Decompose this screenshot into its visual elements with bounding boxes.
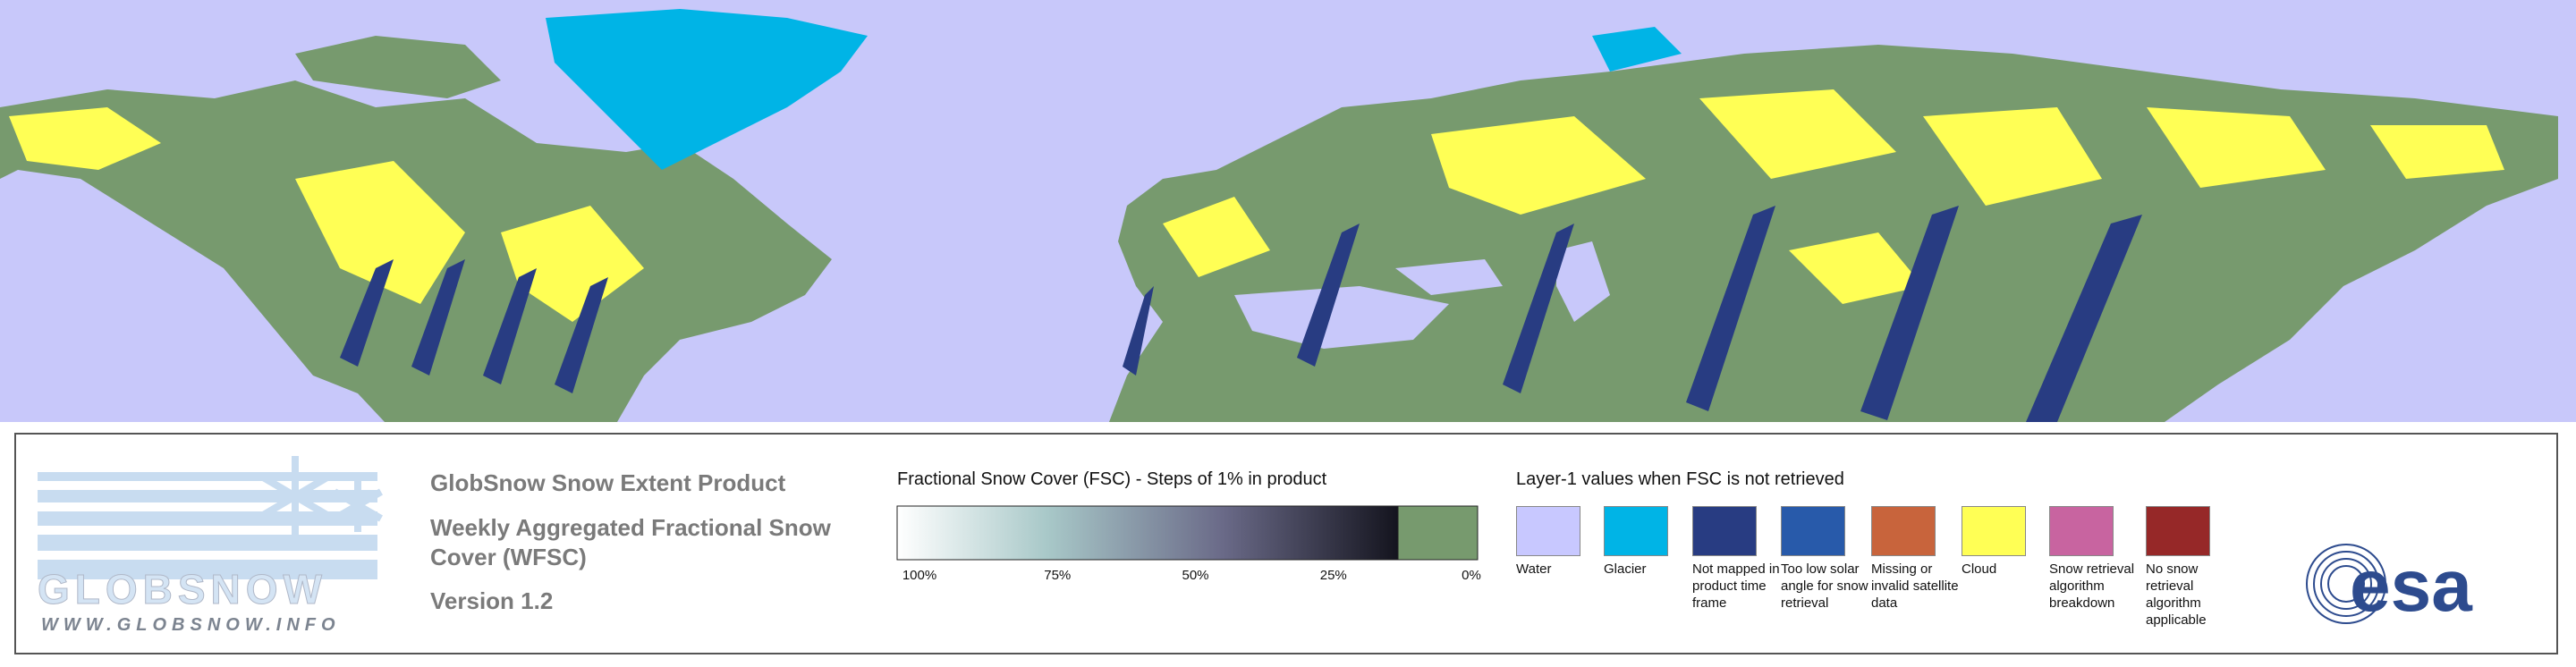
- esa-logo: esa: [2306, 544, 2473, 626]
- legend-label: Water: [1516, 561, 1552, 577]
- legend-swatch: [1871, 506, 1936, 556]
- fsc-tick-label: 50%: [1182, 568, 1209, 583]
- product-title: GlobSnow Snow Extent Product: [430, 469, 786, 496]
- logo-name: GLOBSNOW: [38, 566, 327, 612]
- fsc-legend-title: Fractional Snow Cover (FSC) - Steps of 1…: [897, 469, 1327, 489]
- legend-swatch: [1692, 506, 1757, 556]
- product-subtitle: Weekly Aggregated Fractional Snow Cover …: [430, 514, 831, 570]
- snowflake: [258, 456, 383, 536]
- fsc-tick-label: 75%: [1044, 568, 1072, 583]
- legend-label: Not mapped in product time frame: [1692, 561, 1780, 611]
- esa-text: esa: [2350, 545, 2473, 626]
- legend-label: Glacier: [1604, 561, 1647, 577]
- product-version: Version 1.2: [430, 587, 554, 614]
- globsnow-logo: GLOBSNOW WWW.GLOBSNOW.INFO: [38, 456, 383, 635]
- sea: [1556, 241, 1610, 322]
- logo-url: WWW.GLOBSNOW.INFO: [41, 615, 341, 635]
- legend-swatch: [2049, 506, 2114, 556]
- fsc-tick-label: 25%: [1319, 568, 1347, 583]
- cloud: [9, 89, 2504, 322]
- layer1-legend-title: Layer-1 values when FSC is not retrieved: [1516, 469, 1844, 489]
- glacier: [1592, 27, 1682, 72]
- sea: [1395, 259, 1503, 295]
- legend-swatch: [1781, 506, 1845, 556]
- glacier: [546, 9, 868, 170]
- legend-label: Cloud: [1962, 561, 1997, 577]
- fsc-gradient: [896, 505, 1399, 561]
- legend-label: Missing or invalid satellite data: [1871, 561, 1959, 611]
- fsc-tick-label: 100%: [902, 568, 937, 583]
- legend-swatch: [1516, 506, 1580, 556]
- sea: [1234, 286, 1449, 349]
- legend-label: Too low solar angle for snow retrieval: [1781, 561, 1868, 611]
- fsc-tick-label: 0%: [1462, 568, 1481, 583]
- esa-rings: [2306, 544, 2386, 624]
- fsc-colorbar: [896, 505, 1479, 561]
- legend-swatch: [2146, 506, 2210, 556]
- fsc-zero: [1397, 505, 1479, 561]
- legend-swatch: [1604, 506, 1668, 556]
- legend-swatch: [1962, 506, 2026, 556]
- land: [295, 36, 501, 98]
- not-mapped: [340, 206, 2142, 422]
- logo-stripes: [38, 472, 377, 579]
- snow-map: [0, 0, 2576, 422]
- legend-label: Snow retrieval algorithm breakdown: [2049, 561, 2135, 611]
- legend-label: No snow retrieval algorithm applicable: [2146, 561, 2207, 628]
